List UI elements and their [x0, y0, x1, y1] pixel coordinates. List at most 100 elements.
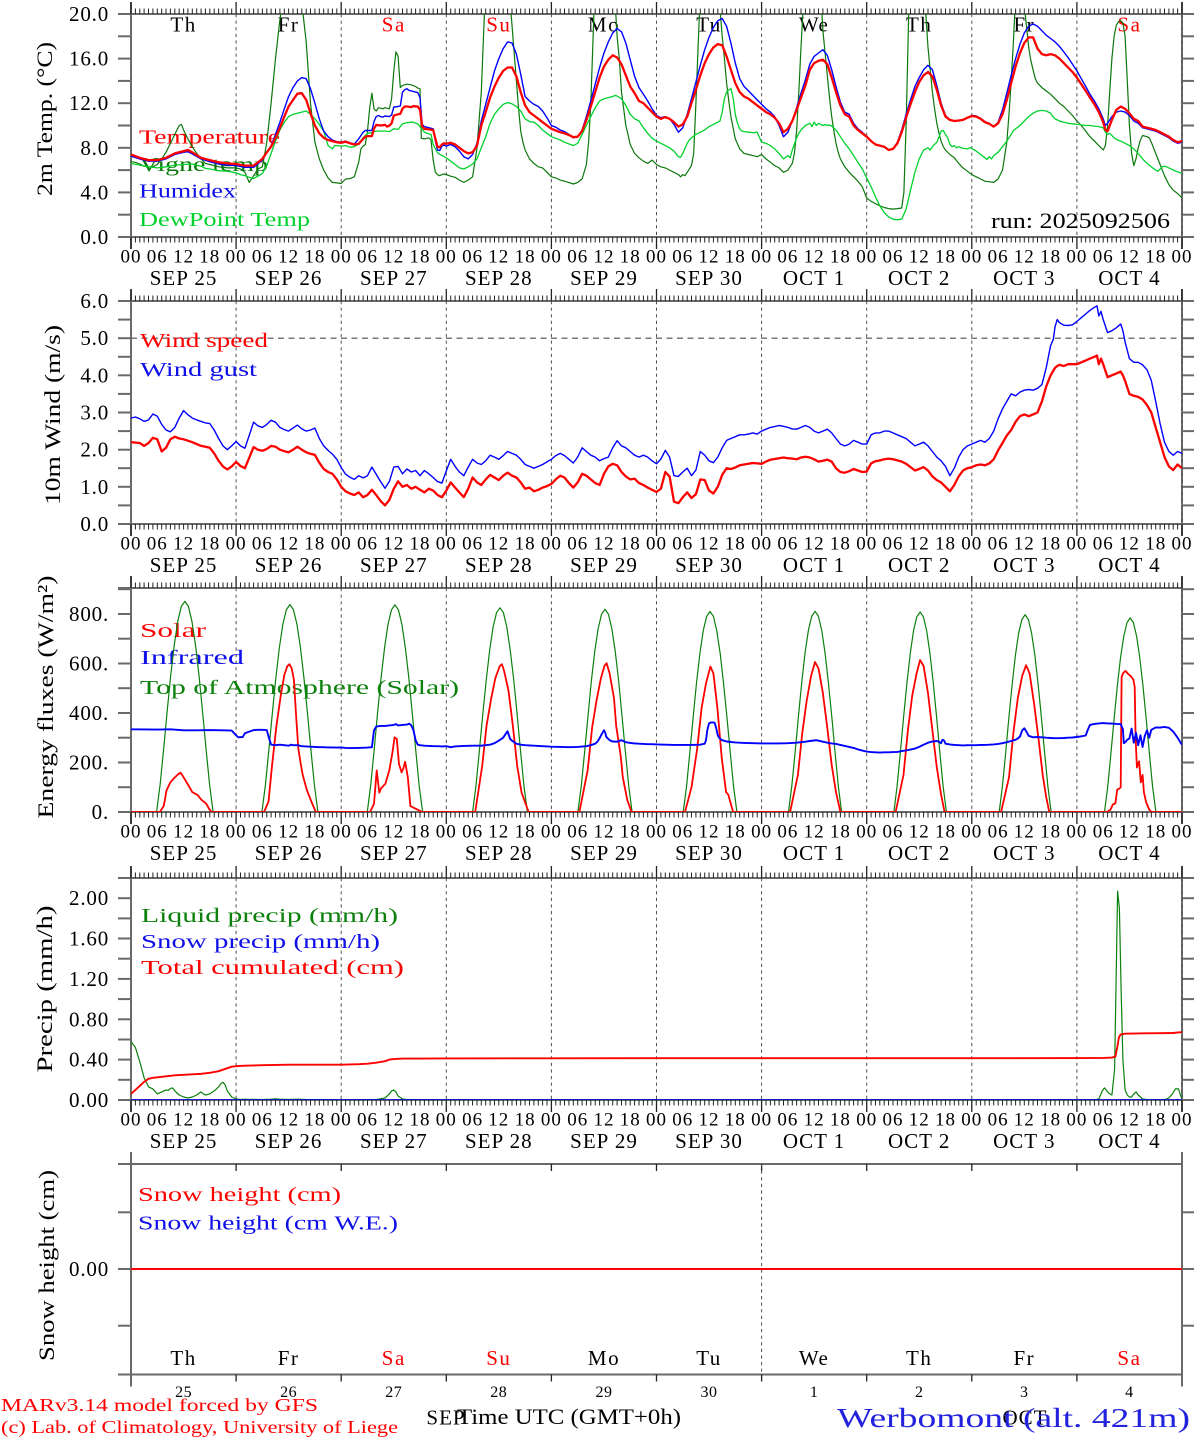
svg-text:12: 12 [488, 822, 509, 843]
svg-text:00: 00 [331, 247, 352, 268]
svg-text:SEP 27: SEP 27 [360, 553, 428, 577]
svg-text:Wind speed: Wind speed [140, 330, 268, 352]
svg-text:200.: 200. [69, 751, 109, 775]
svg-text:18: 18 [1145, 534, 1166, 555]
svg-text:Solar: Solar [140, 620, 207, 642]
svg-text:SEP 26: SEP 26 [255, 266, 323, 290]
svg-text:12: 12 [699, 534, 720, 555]
svg-text:00: 00 [331, 534, 352, 555]
svg-text:Sa: Sa [1117, 13, 1141, 37]
svg-text:00: 00 [856, 822, 877, 843]
svg-text:12: 12 [909, 1110, 930, 1131]
svg-text:18: 18 [199, 1110, 220, 1131]
svg-text:06: 06 [357, 247, 378, 268]
svg-text:06: 06 [252, 247, 273, 268]
svg-text:00: 00 [121, 247, 142, 268]
svg-text:18: 18 [725, 247, 746, 268]
svg-text:12: 12 [594, 534, 615, 555]
svg-text:12: 12 [1119, 247, 1140, 268]
svg-text:OCT 1: OCT 1 [783, 841, 845, 865]
svg-text:Liquid precip (mm/h): Liquid precip (mm/h) [141, 905, 398, 927]
svg-text:SEP 28: SEP 28 [465, 266, 533, 290]
svg-text:06: 06 [462, 247, 483, 268]
svg-text:06: 06 [1093, 247, 1114, 268]
svg-text:12: 12 [804, 534, 825, 555]
svg-text:06: 06 [1093, 534, 1114, 555]
svg-text:Infrared: Infrared [140, 647, 244, 669]
svg-text:SEP 30: SEP 30 [675, 553, 743, 577]
svg-text:12: 12 [1119, 822, 1140, 843]
svg-text:2m Temp. (°C): 2m Temp. (°C) [32, 42, 57, 196]
svg-text:Th: Th [906, 13, 932, 37]
svg-text:SEP 28: SEP 28 [465, 1129, 533, 1153]
svg-text:06: 06 [462, 534, 483, 555]
svg-text:Fr: Fr [1013, 13, 1035, 37]
svg-text:00: 00 [751, 534, 772, 555]
svg-text:OCT 2: OCT 2 [888, 1129, 950, 1153]
svg-text:12: 12 [909, 822, 930, 843]
svg-text:12: 12 [594, 1110, 615, 1131]
svg-text:Time UTC (GMT+0h): Time UTC (GMT+0h) [457, 1404, 681, 1429]
svg-text:00: 00 [331, 1110, 352, 1131]
svg-text:00: 00 [856, 247, 877, 268]
svg-text:06: 06 [672, 534, 693, 555]
svg-text:Sa: Sa [382, 13, 406, 37]
svg-text:0.0: 0.0 [80, 512, 109, 536]
svg-text:12: 12 [278, 822, 299, 843]
svg-text:Werbomont (alt. 421m): Werbomont (alt. 421m) [837, 1403, 1190, 1433]
svg-text:00: 00 [436, 1110, 457, 1131]
svg-text:600.: 600. [69, 652, 109, 676]
svg-text:8.0: 8.0 [80, 136, 109, 160]
svg-text:00: 00 [646, 822, 667, 843]
svg-text:00: 00 [646, 247, 667, 268]
svg-text:00: 00 [751, 822, 772, 843]
svg-text:0.00: 0.00 [69, 1088, 109, 1112]
svg-text:06: 06 [357, 822, 378, 843]
svg-text:Precip (mm/h): Precip (mm/h) [32, 906, 57, 1073]
svg-text:06: 06 [147, 822, 168, 843]
svg-text:12: 12 [1119, 534, 1140, 555]
svg-text:0.: 0. [92, 800, 109, 824]
svg-text:06: 06 [672, 822, 693, 843]
svg-text:We: We [799, 1346, 829, 1370]
svg-text:18: 18 [620, 822, 641, 843]
svg-text:00: 00 [121, 534, 142, 555]
svg-text:12: 12 [383, 534, 404, 555]
svg-text:SEP 27: SEP 27 [360, 841, 428, 865]
svg-text:SEP 26: SEP 26 [255, 1129, 323, 1153]
svg-text:06: 06 [988, 1110, 1009, 1131]
svg-text:16.0: 16.0 [69, 47, 109, 71]
svg-text:25: 25 [175, 1384, 192, 1401]
svg-text:Su: Su [486, 1346, 511, 1370]
svg-text:Snow height (cm W.E.): Snow height (cm W.E.) [138, 1213, 398, 1235]
svg-text:06: 06 [777, 534, 798, 555]
svg-text:SEP 26: SEP 26 [255, 841, 323, 865]
svg-text:18: 18 [830, 534, 851, 555]
svg-text:00: 00 [856, 534, 877, 555]
svg-text:12: 12 [594, 247, 615, 268]
svg-text:06: 06 [672, 1110, 693, 1131]
svg-text:Fr: Fr [1013, 1346, 1035, 1370]
svg-text:12: 12 [909, 247, 930, 268]
svg-text:06: 06 [147, 247, 168, 268]
svg-text:12: 12 [699, 1110, 720, 1131]
svg-text:12: 12 [594, 822, 615, 843]
svg-text:18: 18 [1040, 247, 1061, 268]
svg-text:18: 18 [830, 247, 851, 268]
svg-text:12: 12 [278, 1110, 299, 1131]
svg-text:SEP 29: SEP 29 [570, 266, 638, 290]
svg-text:18: 18 [199, 534, 220, 555]
svg-text:18: 18 [725, 822, 746, 843]
svg-text:OCT 1: OCT 1 [783, 266, 845, 290]
svg-text:12: 12 [173, 534, 194, 555]
svg-text:00: 00 [541, 1110, 562, 1131]
svg-text:SEP 25: SEP 25 [150, 266, 218, 290]
svg-text:06: 06 [462, 822, 483, 843]
svg-text:18: 18 [515, 1110, 536, 1131]
svg-text:06: 06 [252, 1110, 273, 1131]
svg-text:18: 18 [935, 247, 956, 268]
svg-text:00: 00 [1172, 1110, 1193, 1131]
svg-text:00: 00 [1172, 822, 1193, 843]
svg-text:2: 2 [915, 1384, 924, 1401]
svg-text:12: 12 [488, 534, 509, 555]
